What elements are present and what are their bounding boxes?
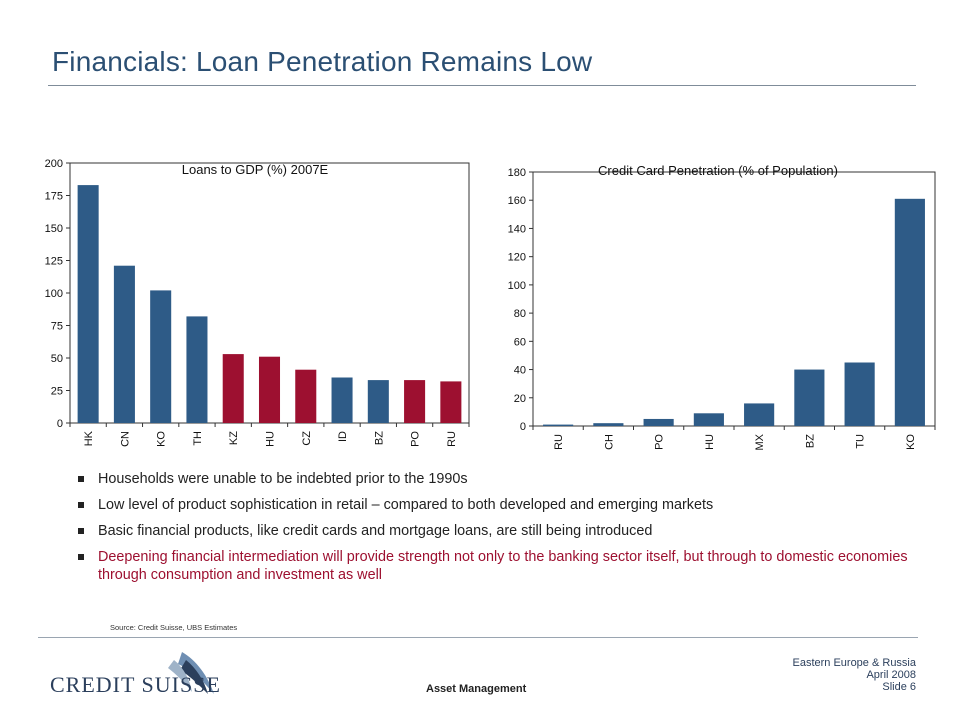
x-tick-label: CH xyxy=(603,434,615,450)
y-tick-label: 140 xyxy=(508,223,526,235)
bullet-text: Households were unable to be indebted pr… xyxy=(98,471,468,487)
sail-logo-icon xyxy=(168,652,214,694)
y-tick-label: 160 xyxy=(508,195,526,207)
y-tick-label: 20 xyxy=(514,393,526,405)
y-tick-label: 200 xyxy=(45,158,63,170)
bar-mx xyxy=(744,403,775,426)
footer-info: Eastern Europe & Russia April 2008 Slide… xyxy=(792,657,916,693)
bar-kz xyxy=(222,354,244,423)
chart-title: Credit Card Penetration (% of Population… xyxy=(598,163,838,178)
credit-card-penetration-chart: Credit Card Penetration (% of Population… xyxy=(508,163,936,451)
y-tick-label: 175 xyxy=(45,191,63,203)
x-tick-label: HU xyxy=(704,434,716,450)
y-tick-label: 0 xyxy=(57,418,63,430)
bullet-text: Basic financial products, like credit ca… xyxy=(98,523,653,539)
footer-date: April 2008 xyxy=(866,669,916,681)
bar-ru xyxy=(543,424,574,426)
y-tick-label: 150 xyxy=(45,223,63,235)
bullet-item: Deepening financial intermediation will … xyxy=(76,548,926,584)
slide-title: Financials: Loan Penetration Remains Low xyxy=(52,46,593,77)
x-tick-label: KO xyxy=(905,434,917,450)
y-tick-label: 125 xyxy=(45,256,63,268)
credit-suisse-logo: CREDIT SUISSE xyxy=(46,650,226,700)
y-tick-label: 50 xyxy=(51,353,63,365)
x-tick-label: HK xyxy=(83,430,95,446)
x-tick-label: RU xyxy=(553,434,565,450)
bar-th xyxy=(186,316,208,423)
bullet-item: Households were unable to be indebted pr… xyxy=(76,470,926,488)
footer-division: Asset Management xyxy=(426,683,527,695)
loans-to-gdp-chart: Loans to GDP (%) 2007E 0 25 50 75 100 125 150 17… xyxy=(45,158,470,447)
y-tick-label: 100 xyxy=(45,288,63,300)
y-tick-label: 75 xyxy=(51,321,63,333)
y-tick-label: 120 xyxy=(508,252,526,264)
footer-slide-number: Slide 6 xyxy=(882,681,916,693)
bar-po xyxy=(404,380,426,423)
bullet-list: Households were unable to be indebted pr… xyxy=(76,470,926,592)
bullet-square-icon xyxy=(78,476,84,482)
y-tick-label: 180 xyxy=(508,167,526,179)
chart-title: Loans to GDP (%) 2007E xyxy=(182,162,329,177)
bar-hu xyxy=(693,413,724,426)
bar-po xyxy=(643,418,674,426)
bullet-square-icon xyxy=(78,528,84,534)
bar-cz xyxy=(295,369,317,423)
y-tick-label: 25 xyxy=(51,386,63,398)
x-tick-label: KO xyxy=(156,431,168,447)
bullet-square-icon xyxy=(78,554,84,560)
bar-ko xyxy=(894,198,925,426)
bar-bz xyxy=(367,380,389,423)
bullet-item: Low level of product sophistication in r… xyxy=(76,496,926,514)
bar-hk xyxy=(77,185,99,423)
x-tick-label: CN xyxy=(119,431,131,447)
x-tick-label: BZ xyxy=(804,434,816,448)
x-tick-label: BZ xyxy=(373,431,385,445)
bar-id xyxy=(331,377,353,423)
title-divider xyxy=(48,85,916,86)
plot-frame xyxy=(532,171,936,427)
bar-tu xyxy=(844,362,875,426)
bar-ko xyxy=(150,290,172,423)
y-tick-label: 60 xyxy=(514,336,526,348)
x-tick-label: ID xyxy=(337,431,349,442)
bar-ru xyxy=(440,381,462,423)
x-tick-label: PO xyxy=(654,434,666,450)
y-tick-label: 100 xyxy=(508,280,526,292)
y-tick-label: 0 xyxy=(520,421,526,433)
x-tick-label: CZ xyxy=(301,431,313,446)
x-tick-label: PO xyxy=(410,431,422,447)
bullet-text: Low level of product sophistication in r… xyxy=(98,497,714,513)
x-tick-label: KZ xyxy=(228,431,240,445)
source-note: Source: Credit Suisse, UBS Estimates xyxy=(110,623,238,632)
y-tick-label: 40 xyxy=(514,365,526,377)
x-tick-label: TU xyxy=(855,434,867,449)
x-tick-label: RU xyxy=(446,431,458,447)
x-tick-label: TH xyxy=(192,431,204,446)
bullet-item: Basic financial products, like credit ca… xyxy=(76,522,926,540)
x-tick-label: HU xyxy=(265,431,277,447)
bullet-square-icon xyxy=(78,502,84,508)
bar-ch xyxy=(593,423,624,426)
x-tick-label: MX xyxy=(754,433,766,450)
y-tick-label: 80 xyxy=(514,308,526,320)
logo-wordmark: CREDIT SUISSE xyxy=(50,672,221,697)
footer-region: Eastern Europe & Russia xyxy=(792,657,916,669)
bullet-text: Deepening financial intermediation will … xyxy=(98,549,908,583)
footer-divider xyxy=(38,637,918,638)
bar-hu xyxy=(258,356,281,423)
bar-bz xyxy=(794,369,825,426)
bar-cn xyxy=(113,265,135,423)
